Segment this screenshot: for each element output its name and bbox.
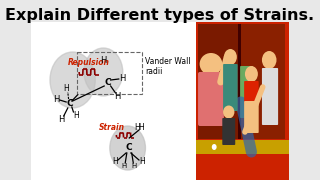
- Text: H: H: [122, 163, 127, 169]
- Text: H: H: [132, 163, 137, 169]
- Bar: [196, 22, 289, 180]
- Bar: [238, 24, 241, 139]
- Text: H: H: [58, 114, 65, 123]
- Text: C: C: [126, 143, 132, 152]
- FancyBboxPatch shape: [222, 118, 235, 145]
- Ellipse shape: [200, 53, 222, 75]
- Text: H: H: [114, 91, 120, 100]
- Bar: [196, 140, 289, 154]
- Text: H: H: [139, 123, 144, 132]
- Circle shape: [84, 48, 123, 96]
- Text: H: H: [139, 158, 145, 166]
- Text: C: C: [104, 78, 111, 87]
- Bar: [198, 24, 238, 139]
- Ellipse shape: [245, 66, 258, 82]
- Text: H: H: [134, 123, 140, 132]
- Text: Vander Wall
radii: Vander Wall radii: [145, 57, 191, 76]
- Circle shape: [50, 52, 95, 108]
- Ellipse shape: [262, 51, 276, 69]
- Bar: [196, 154, 289, 180]
- Text: C: C: [66, 98, 73, 107]
- FancyBboxPatch shape: [223, 64, 238, 111]
- FancyBboxPatch shape: [240, 66, 253, 118]
- Text: H: H: [112, 158, 117, 166]
- Ellipse shape: [224, 49, 237, 65]
- Text: Strain: Strain: [99, 123, 124, 132]
- Text: H: H: [119, 73, 125, 82]
- Circle shape: [212, 144, 217, 150]
- Text: H: H: [53, 94, 60, 103]
- Text: H: H: [63, 84, 69, 93]
- Text: Repulsion: Repulsion: [68, 57, 110, 66]
- FancyBboxPatch shape: [244, 101, 259, 133]
- Circle shape: [110, 126, 145, 170]
- FancyBboxPatch shape: [244, 81, 259, 105]
- Bar: [241, 24, 285, 139]
- Text: Explain Different types of Strains.: Explain Different types of Strains.: [5, 8, 315, 23]
- FancyBboxPatch shape: [198, 72, 224, 126]
- Bar: [31, 22, 196, 180]
- Text: H: H: [100, 55, 107, 64]
- FancyBboxPatch shape: [262, 68, 278, 125]
- Ellipse shape: [223, 105, 235, 118]
- Text: H: H: [73, 111, 79, 120]
